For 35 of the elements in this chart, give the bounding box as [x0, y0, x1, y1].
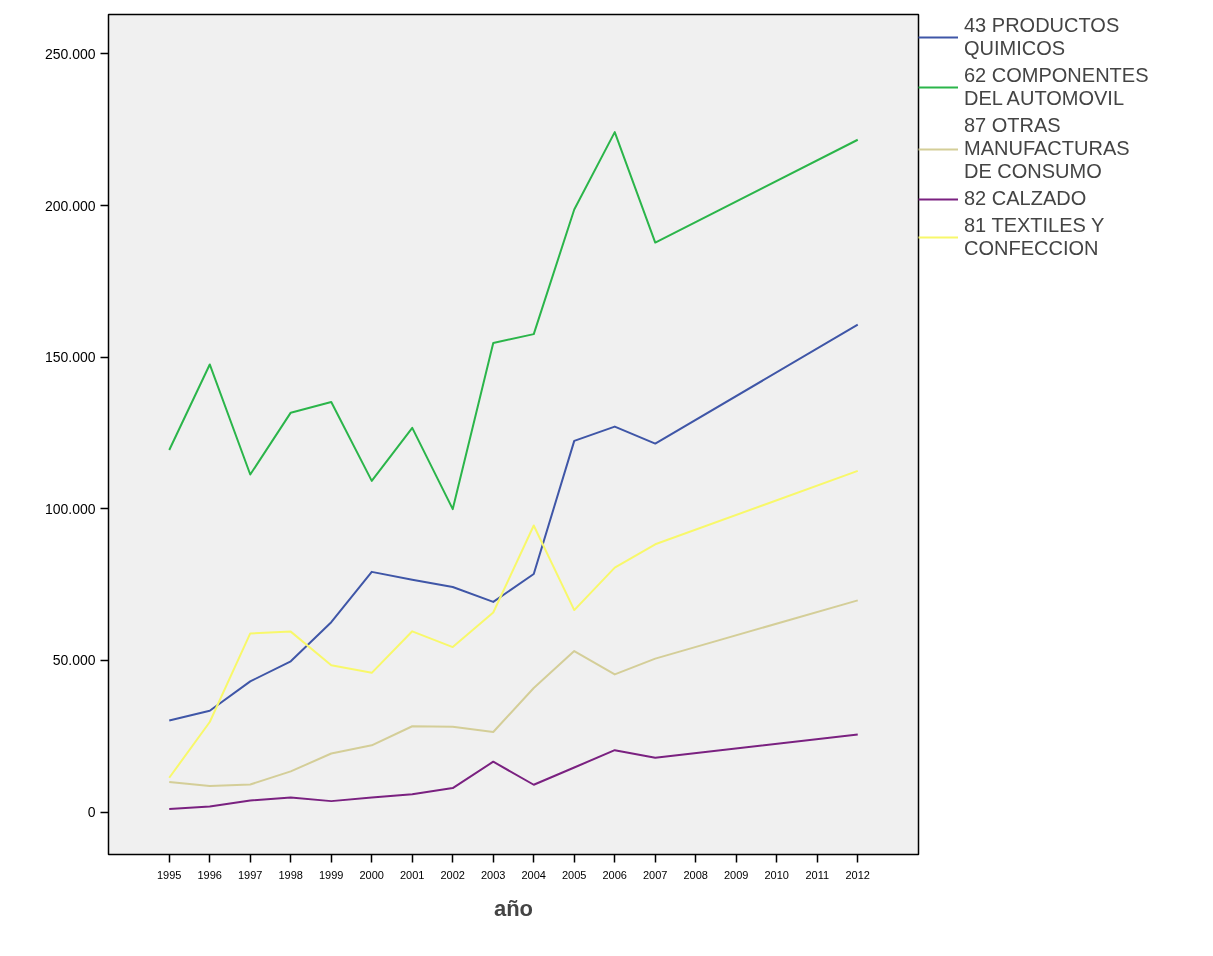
y-tick-label: 250.000: [44, 45, 96, 62]
x-tick-label: 2006: [602, 868, 627, 881]
x-tick-label: 2007: [643, 868, 668, 881]
y-tick-label: 50.000: [52, 652, 96, 669]
legend-label: 87 OTRAS MANUFACTURAS DE CONSUMO: [964, 114, 1130, 183]
x-tick-label: 2004: [521, 868, 546, 881]
x-tick-label: 2012: [845, 868, 870, 881]
x-tick-label: 2010: [764, 868, 789, 881]
x-tick-label: 1997: [238, 868, 263, 881]
line-series: [168, 733, 859, 811]
x-tick-label: 2003: [481, 868, 506, 881]
y-tick-label: 200.000: [44, 197, 96, 214]
x-tick-label: 2000: [359, 868, 384, 881]
x-tick-label: 2005: [562, 868, 587, 881]
x-tick-label: 2011: [805, 868, 830, 881]
y-tick-label: 0: [87, 804, 96, 821]
legend-label: 81 TEXTILES Y CONFECCION: [964, 214, 1105, 260]
line-series: [168, 599, 859, 787]
line-series: [168, 469, 859, 779]
x-axis-title: año: [493, 895, 534, 921]
legend-label: 43 PRODUCTOS QUIMICOS: [964, 14, 1120, 60]
line-series: [168, 131, 859, 511]
x-tick-label: 2002: [440, 868, 465, 881]
x-tick-label: 2008: [683, 868, 708, 881]
y-tick-label: 150.000: [44, 349, 96, 366]
x-tick-label: 1996: [197, 868, 222, 881]
x-tick-label: 2009: [724, 868, 749, 881]
legend-label: 82 CALZADO: [964, 187, 1087, 210]
x-tick-label: 1998: [278, 868, 303, 881]
x-tick-label: 1995: [157, 868, 182, 881]
x-tick-label: 2001: [400, 868, 425, 881]
x-tick-label: 1999: [319, 868, 344, 881]
y-tick-label: 100.000: [44, 500, 96, 517]
legend-label: 62 COMPONENTES DEL AUTOMOVIL: [964, 64, 1149, 110]
line-series: [168, 323, 859, 722]
